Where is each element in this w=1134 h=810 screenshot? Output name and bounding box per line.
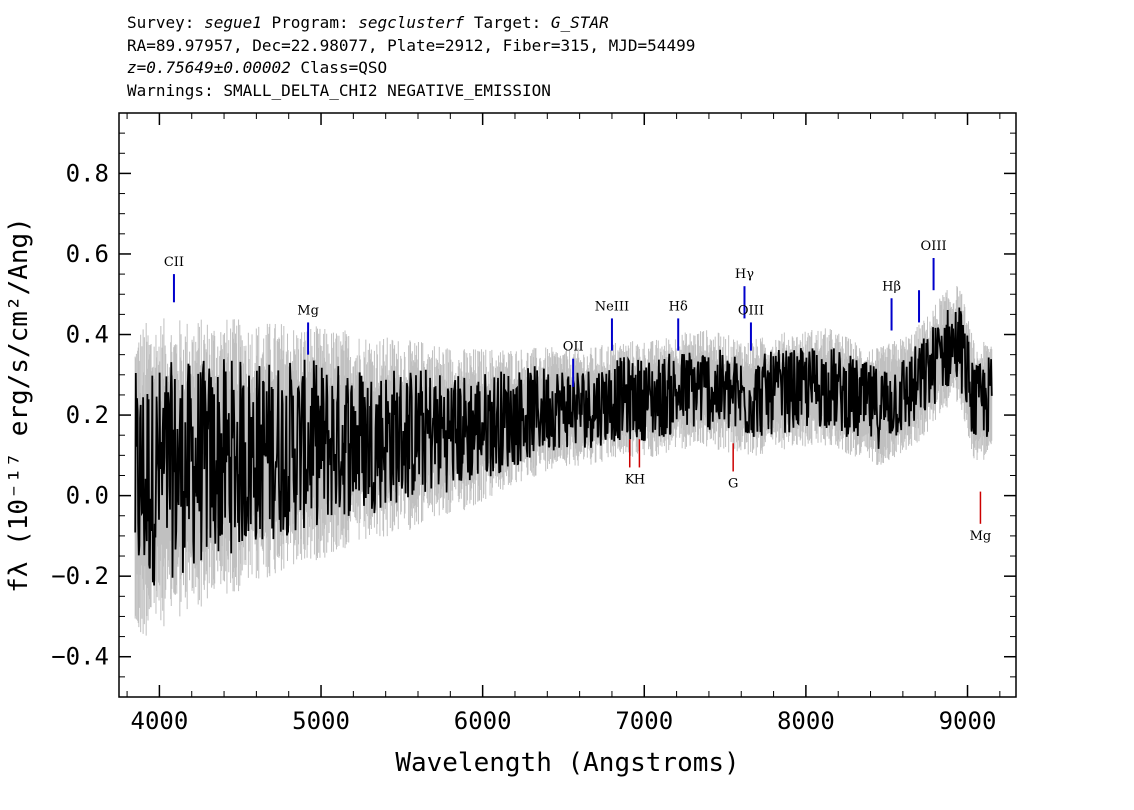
absorption-line-label: G bbox=[728, 476, 738, 491]
y-tick-label: 0.8 bbox=[66, 159, 109, 187]
flux-series bbox=[134, 307, 993, 586]
emission-line-label: OIII bbox=[738, 303, 764, 318]
x-tick-label: 6000 bbox=[454, 707, 512, 735]
spectrum-header: Survey: segue1 Program: segclusterf Targ… bbox=[127, 12, 695, 102]
survey-value: segue1 bbox=[204, 13, 262, 32]
y-tick-label: 0.6 bbox=[66, 240, 109, 268]
target-value: G_STAR bbox=[550, 13, 609, 32]
x-tick-label: 4000 bbox=[131, 707, 189, 735]
emission-line-label: Hβ bbox=[882, 279, 901, 294]
emission-line-label: Hγ bbox=[735, 267, 754, 282]
plot-frame bbox=[118, 112, 1017, 698]
emission-line-label: Mg bbox=[297, 303, 319, 318]
class-value: Class=QSO bbox=[300, 58, 388, 77]
absorption-line-label: K bbox=[625, 472, 635, 487]
y-tick-label: −0.2 bbox=[51, 562, 109, 590]
coordinates-line: RA=89.97957, Dec=22.98077, Plate=2912, F… bbox=[127, 35, 696, 55]
emission-line-label: Hδ bbox=[669, 299, 688, 314]
x-tick-label: 8000 bbox=[777, 707, 835, 735]
emission-line-label: CII bbox=[164, 255, 184, 270]
ticks-layer: 4000 5000 6000 7000 8000 9000 −0.4 −0.2 0.0 0.2 0.… bbox=[51, 113, 1016, 735]
x-tick-label: 5000 bbox=[292, 707, 350, 735]
y-axis-title: fλ (10⁻¹⁷ erg/s/cm²/Ang) bbox=[4, 217, 34, 593]
emission-line-label: NeIII bbox=[595, 299, 629, 314]
y-tick-label: −0.4 bbox=[51, 643, 109, 671]
flux-layer bbox=[134, 307, 993, 586]
survey-label: Survey: bbox=[127, 13, 195, 32]
program-value: segclusterf bbox=[358, 13, 465, 32]
y-tick-label: 0.2 bbox=[66, 401, 109, 429]
spectral-lines-layer: CII Mg OII NeIII Hδ Hγ OIII Hβ OIII K H G Mg bbox=[164, 239, 991, 544]
warnings-line: Warnings: SMALL_DELTA_CHI2 NEGATIVE_EMIS… bbox=[127, 80, 551, 100]
y-tick-label: 0.0 bbox=[66, 482, 109, 510]
absorption-line-label: Mg bbox=[970, 529, 992, 544]
emission-line-label: OII bbox=[563, 340, 584, 355]
y-tick-label: 0.4 bbox=[66, 321, 109, 349]
program-label: Program: bbox=[271, 13, 349, 32]
emission-line-label: OIII bbox=[921, 239, 947, 254]
absorption-line-label: H bbox=[634, 472, 645, 487]
noise-layer bbox=[134, 286, 993, 636]
redshift-value: z=0.75649±0.00002 bbox=[127, 58, 291, 77]
x-tick-label: 7000 bbox=[615, 707, 673, 735]
x-axis-title: Wavelength (Angstroms) bbox=[395, 748, 739, 778]
x-tick-label: 9000 bbox=[939, 707, 997, 735]
target-label: Target: bbox=[473, 13, 542, 32]
